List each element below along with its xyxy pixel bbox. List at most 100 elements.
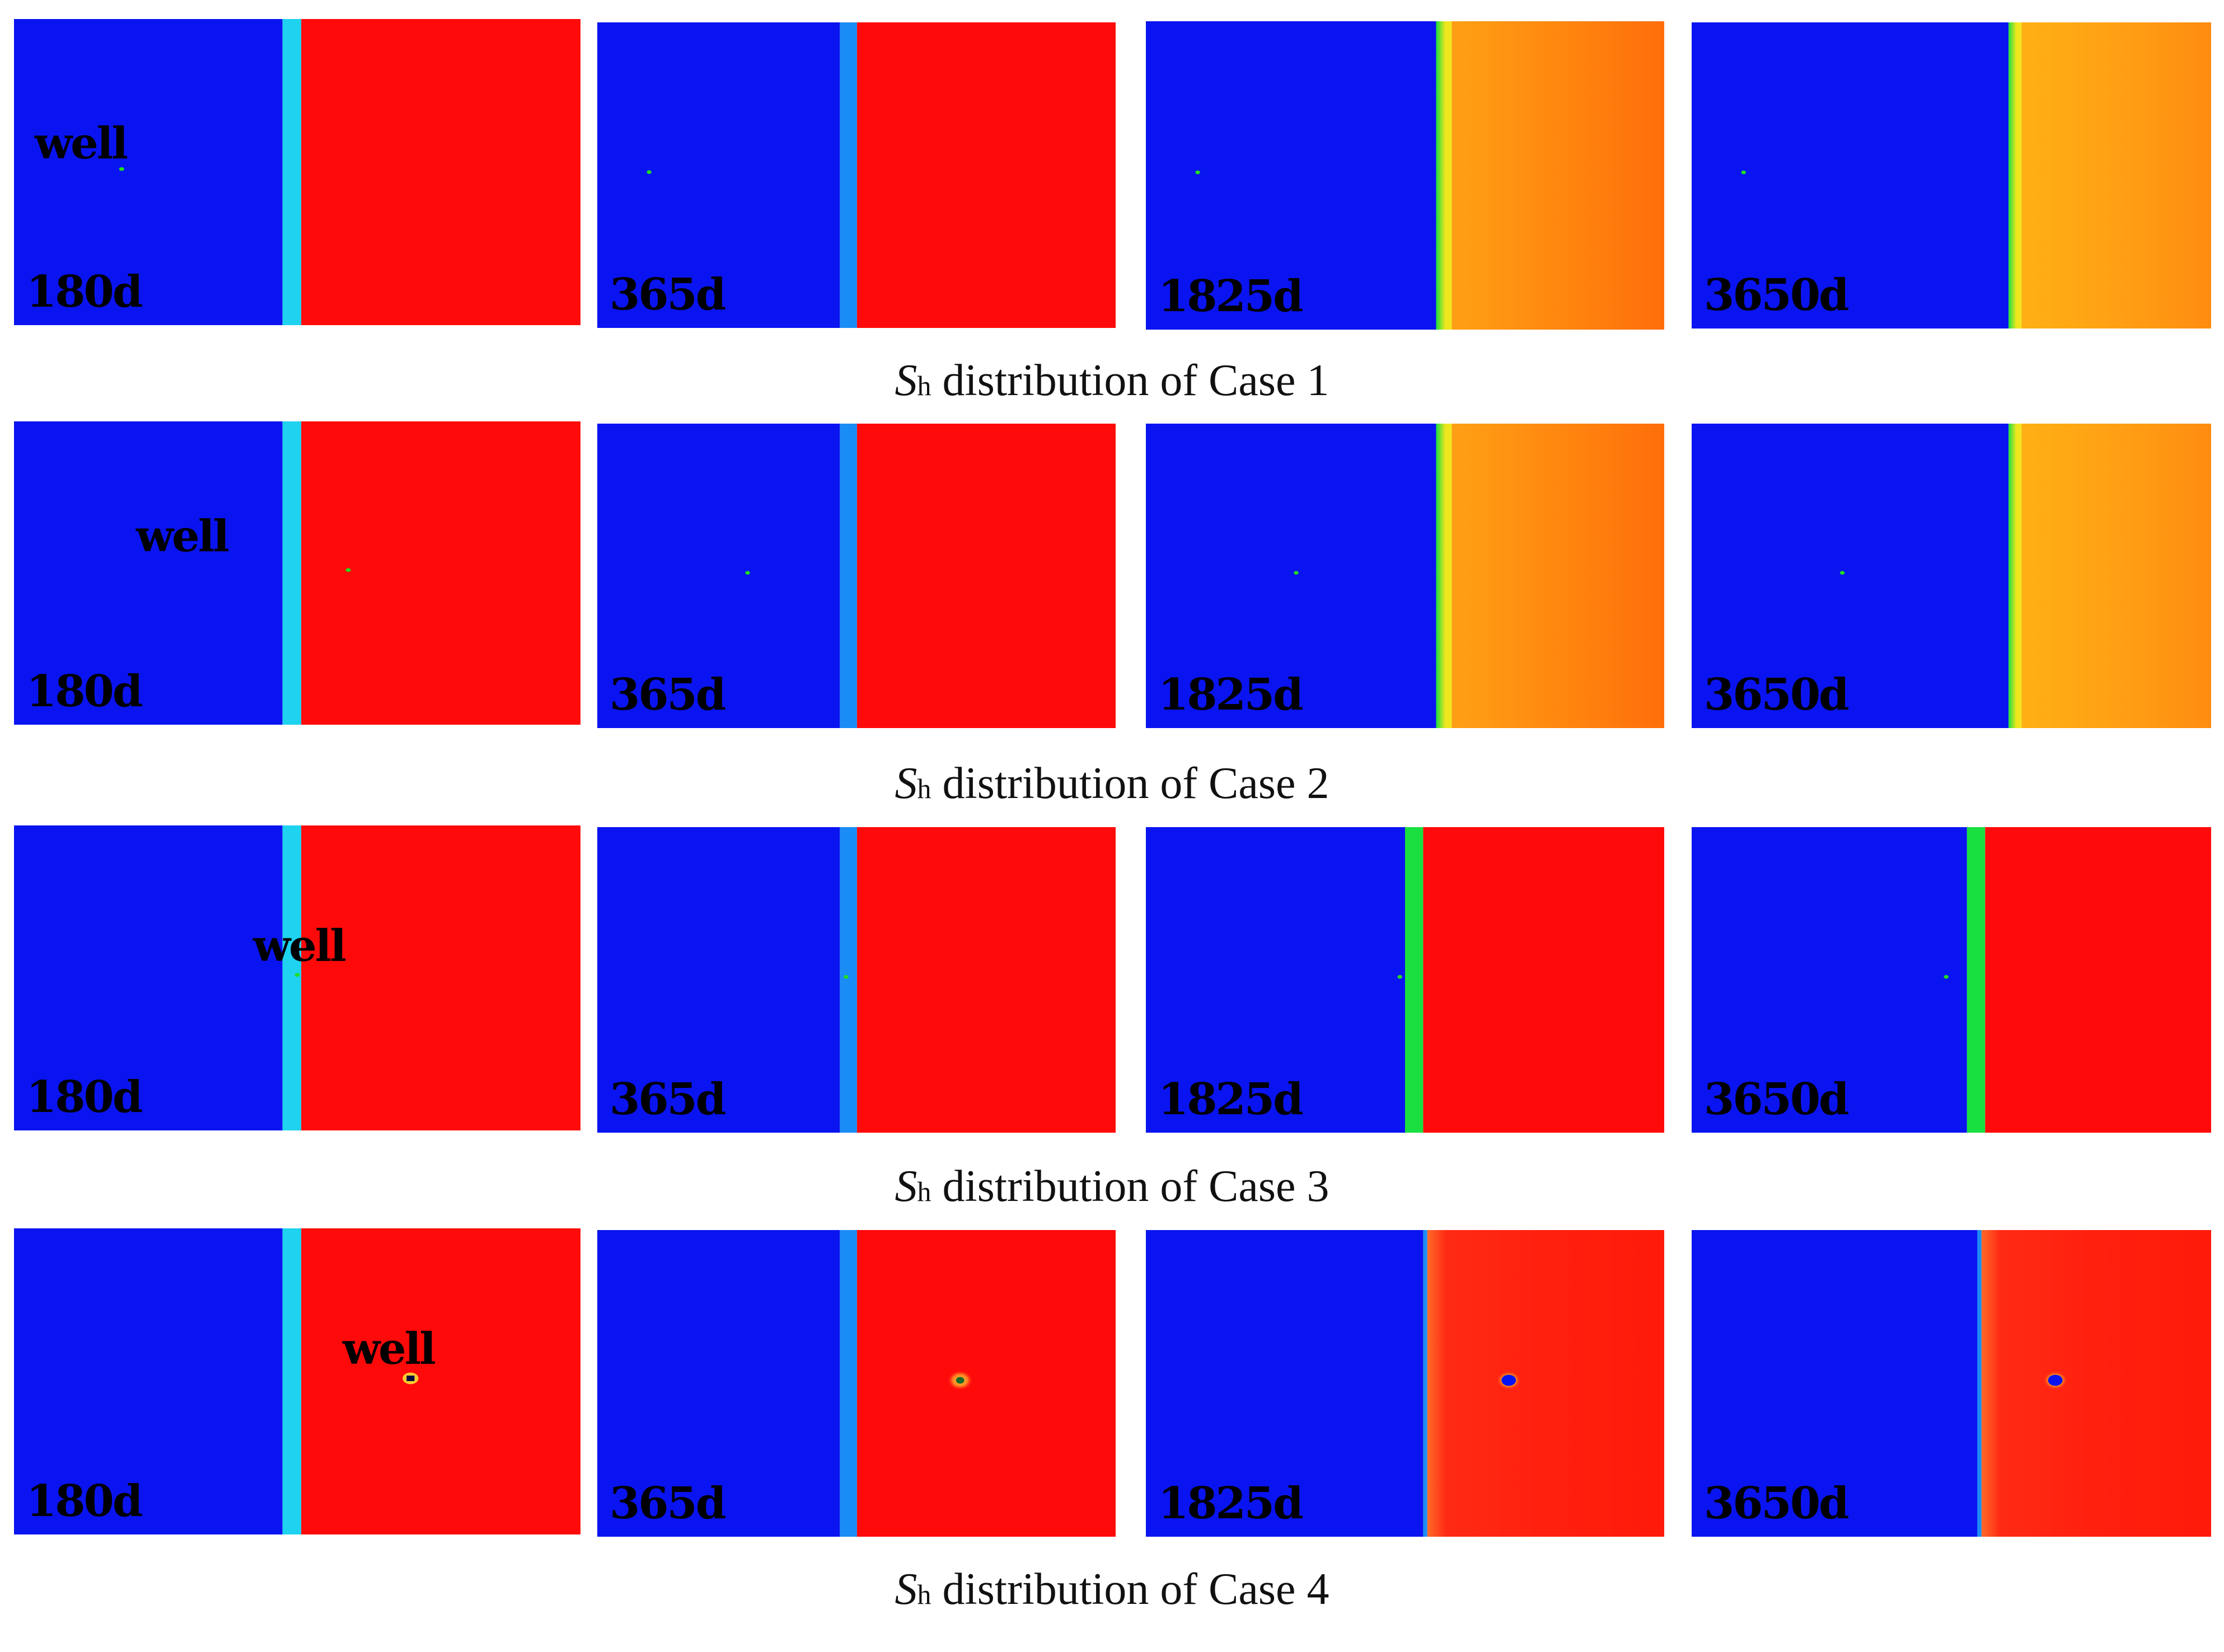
hydrate-saturated-region	[1981, 1230, 2211, 1537]
hydrate-free-region	[1146, 827, 1405, 1133]
hydrate-saturated-region	[1423, 827, 1664, 1133]
hydrate-saturated-region	[856, 1230, 1116, 1537]
hydrate-free-region	[597, 22, 840, 328]
time-label: 3650d	[1704, 1074, 1850, 1125]
hydrate-saturated-region	[856, 22, 1116, 328]
dissociation-front	[282, 1228, 302, 1534]
dissociation-front	[1423, 1230, 1427, 1537]
well-marker	[119, 167, 124, 171]
caption-subscript: h	[917, 1176, 931, 1207]
sh-contour-map	[1692, 1230, 2211, 1537]
dissociation-front	[840, 22, 857, 328]
well-marker	[1741, 170, 1746, 175]
hydrate-free-region	[597, 1230, 840, 1537]
hydrate-free-region	[597, 827, 840, 1133]
time-label: 365d	[610, 669, 726, 720]
caption-symbol: S	[895, 1162, 917, 1211]
sh-contour-map	[597, 827, 1116, 1133]
well-marker	[406, 1376, 415, 1381]
caption-symbol: S	[895, 356, 917, 405]
time-label: 1825d	[1158, 1478, 1304, 1529]
hydrate-free-region	[1146, 424, 1436, 728]
sh-contour-map	[14, 421, 580, 725]
caption-text: distribution of Case 4	[931, 1565, 1329, 1614]
sh-contour-map	[14, 19, 580, 325]
caption-text: distribution of Case 3	[931, 1162, 1329, 1211]
well-marker	[345, 568, 351, 572]
hydrate-free-region	[1146, 1230, 1424, 1537]
sh-contour-map	[597, 1230, 1116, 1537]
sh-contour-map	[1692, 424, 2211, 728]
sh-panel-case2-3650d: 3650d	[1692, 424, 2211, 728]
hydrate-free-region	[1692, 827, 1967, 1133]
hydrate-free-region	[597, 424, 840, 728]
sh-panel-case2-180d: 180d	[14, 421, 580, 725]
well-marker	[1294, 571, 1299, 575]
case-caption: Sh distribution of Case 2	[0, 761, 2224, 806]
well-label: well	[35, 118, 128, 169]
time-label: 1825d	[1158, 669, 1304, 720]
hydrate-saturated-region	[856, 827, 1116, 1133]
dissociation-front	[1405, 827, 1424, 1133]
sh-panel-case3-3650d: 3650d	[1692, 827, 2211, 1133]
sh-panel-case2-365d: 365d	[597, 424, 1116, 728]
hydrate-saturated-region	[301, 19, 580, 325]
time-label: 3650d	[1704, 270, 1850, 321]
sh-panel-case4-1825d: 1825d	[1146, 1230, 1664, 1537]
caption-subscript: h	[917, 773, 931, 804]
dissociation-front	[1436, 424, 1452, 728]
hydrate-free-region	[1692, 1230, 1978, 1537]
sh-contour-map	[1692, 22, 2211, 328]
sh-panel-case1-180d: 180d	[14, 19, 580, 325]
hydrate-saturated-region	[1452, 21, 1664, 330]
hydrate-saturated-region	[301, 825, 580, 1130]
well-marker	[1944, 975, 1949, 979]
caption-symbol: S	[895, 1565, 917, 1614]
well-marker	[1195, 170, 1200, 175]
hydrate-saturated-region	[1985, 827, 2211, 1133]
time-label: 1825d	[1158, 271, 1304, 322]
dissociation-front	[840, 1230, 857, 1537]
hydrate-saturated-region	[1427, 1230, 1664, 1537]
sh-panel-case4-3650d: 3650d	[1692, 1230, 2211, 1537]
well-marker	[956, 1377, 964, 1384]
sh-panel-case1-3650d: 3650d	[1692, 22, 2211, 328]
sh-panel-case1-365d: 365d	[597, 22, 1116, 328]
sh-contour-map	[1146, 1230, 1664, 1537]
well-label: well	[253, 921, 347, 972]
sh-panel-case4-180d: 180d	[14, 1228, 580, 1534]
sh-contour-map	[597, 424, 1116, 728]
sh-panel-case1-1825d: 1825d	[1146, 21, 1664, 330]
well-marker	[1501, 1374, 1516, 1386]
well-label: well	[136, 511, 230, 562]
sh-contour-map	[1146, 827, 1664, 1133]
hydrate-saturated-region	[301, 1228, 580, 1534]
dissociation-front	[282, 421, 302, 725]
time-label: 365d	[610, 269, 726, 320]
sh-contour-map	[1146, 424, 1664, 728]
sh-contour-map	[1692, 827, 2211, 1133]
time-label: 180d	[26, 666, 143, 717]
sh-contour-map	[597, 22, 1116, 328]
sh-contour-map	[14, 825, 580, 1130]
time-label: 365d	[610, 1478, 726, 1529]
sh-panel-case4-365d: 365d	[597, 1230, 1116, 1537]
hydrate-free-region	[14, 1228, 283, 1534]
hydrate-free-region	[14, 19, 283, 325]
dissociation-front	[2008, 424, 2022, 728]
time-label: 180d	[26, 1072, 143, 1123]
sh-contour-map	[1146, 21, 1664, 330]
hydrate-free-region	[1146, 21, 1436, 330]
well-marker	[745, 571, 750, 575]
well-marker	[1839, 571, 1845, 575]
dissociation-front	[2008, 22, 2022, 328]
hydrate-saturated-region	[2021, 22, 2211, 328]
well-label: well	[343, 1324, 436, 1374]
hydrate-saturated-region	[856, 424, 1116, 728]
well-marker	[294, 973, 300, 977]
time-label: 180d	[26, 1476, 143, 1527]
time-label: 3650d	[1704, 669, 1850, 720]
hydrate-free-region	[1692, 22, 2009, 328]
hydrate-saturated-region	[1452, 424, 1664, 728]
well-marker	[1397, 975, 1402, 979]
